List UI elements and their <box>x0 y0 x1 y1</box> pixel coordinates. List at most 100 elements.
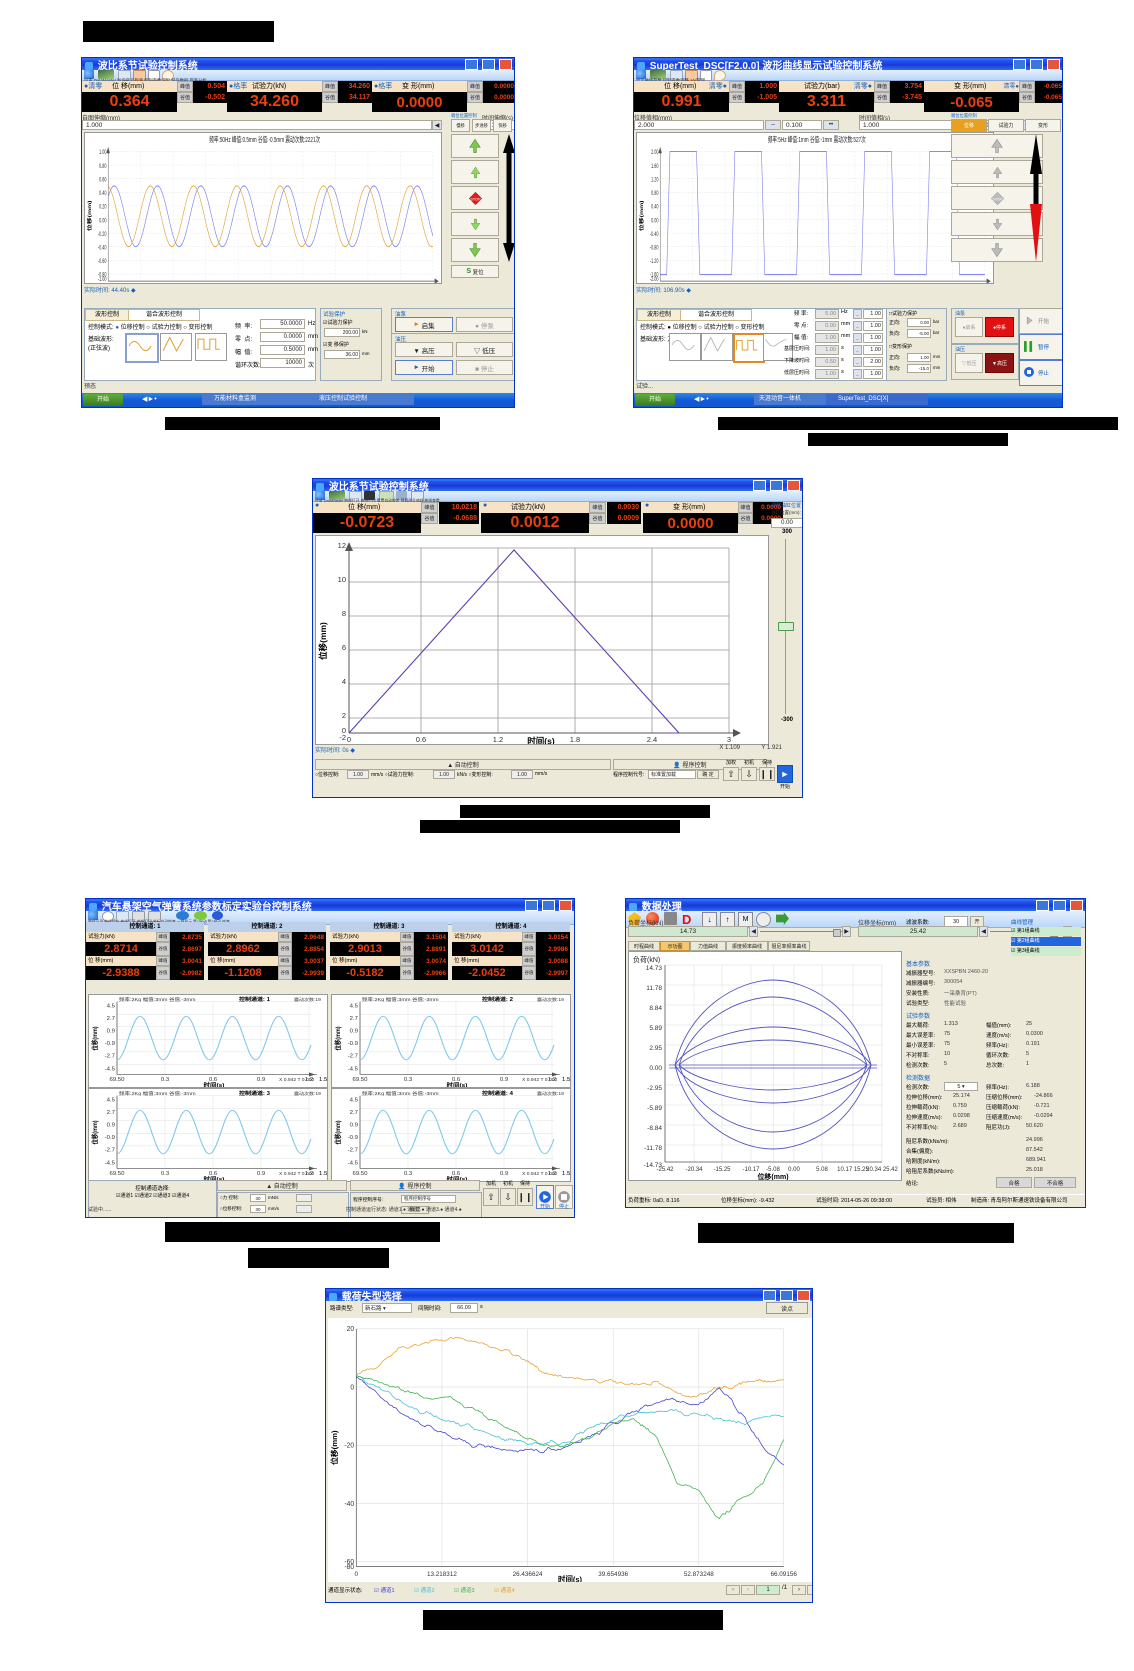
svg-text:13.218312: 13.218312 <box>427 1571 457 1578</box>
svg-text:0.40: 0.40 <box>651 204 658 211</box>
svg-text:X 0.942 T 0.000: X 0.942 T 0.000 <box>522 1078 558 1083</box>
svg-text:5.08: 5.08 <box>816 1167 828 1173</box>
svg-text:-1.00: -1.00 <box>98 276 107 283</box>
svg-text:-0.9: -0.9 <box>348 1136 358 1141</box>
svg-text:-5.89: -5.89 <box>647 1105 662 1112</box>
svg-text:-2.7: -2.7 <box>348 1148 358 1153</box>
svg-text:位移(mm): 位移(mm) <box>333 1120 342 1144</box>
svg-text:-2: -2 <box>339 733 346 742</box>
svg-text:位移(mm): 位移(mm) <box>333 1026 342 1050</box>
svg-text:-5.08: -5.08 <box>766 1167 780 1173</box>
svg-text:0.3: 0.3 <box>404 1172 412 1177</box>
svg-text:0.9: 0.9 <box>500 1078 508 1083</box>
svg-text:X 0.942 T 0.000: X 0.942 T 0.000 <box>522 1172 558 1177</box>
svg-text:X 0.942 T 0.000: X 0.942 T 0.000 <box>279 1078 315 1083</box>
svg-text:-0.80: -0.80 <box>650 245 659 252</box>
svg-text:8.84: 8.84 <box>649 1005 662 1012</box>
svg-text:0.40: 0.40 <box>99 190 106 197</box>
svg-text:2.7: 2.7 <box>350 1016 358 1021</box>
svg-text:-8.84: -8.84 <box>647 1125 662 1132</box>
svg-text:-2.00: -2.00 <box>650 276 659 283</box>
svg-text:1.5: 1.5 <box>319 1078 327 1083</box>
svg-text:14.73: 14.73 <box>646 965 663 972</box>
svg-text:0.6: 0.6 <box>209 1078 217 1083</box>
svg-text:0: 0 <box>347 735 351 744</box>
svg-text:4.5: 4.5 <box>350 1004 358 1009</box>
svg-text:-0.9: -0.9 <box>105 1136 115 1141</box>
svg-text:1.20: 1.20 <box>651 177 658 184</box>
svg-text:0.3: 0.3 <box>404 1078 412 1083</box>
svg-text:-25.42: -25.42 <box>656 1167 674 1173</box>
svg-text:-0.60: -0.60 <box>98 258 107 265</box>
svg-text:0.9: 0.9 <box>257 1078 265 1083</box>
svg-text:-4.5: -4.5 <box>348 1067 358 1072</box>
svg-text:1.00: 1.00 <box>99 149 106 156</box>
svg-text:-0.20: -0.20 <box>98 231 107 238</box>
svg-text:频率:50Hz 峰值:0.5mm 谷值:-0.5mm: 频率:50Hz 峰值:0.5mm 谷值:-0.5mm 震动次数:2221次 <box>209 135 320 145</box>
svg-text:2.95: 2.95 <box>649 1045 662 1052</box>
svg-text:0.9: 0.9 <box>257 1172 265 1177</box>
svg-text:0.00: 0.00 <box>649 1065 662 1072</box>
svg-text:0.80: 0.80 <box>651 190 658 197</box>
svg-text:1.60: 1.60 <box>651 163 658 170</box>
svg-text:0.9: 0.9 <box>500 1172 508 1177</box>
svg-text:-11.78: -11.78 <box>644 1145 662 1152</box>
svg-text:-20.34: -20.34 <box>685 1167 703 1173</box>
svg-text:69.50: 69.50 <box>353 1078 368 1083</box>
svg-text:0.9: 0.9 <box>107 1029 115 1034</box>
svg-text:66.09156: 66.09156 <box>771 1571 798 1578</box>
svg-text:-0.40: -0.40 <box>98 245 107 252</box>
svg-text:3: 3 <box>727 735 731 744</box>
svg-text:10.17 15.25: 10.17 15.25 <box>837 1167 869 1173</box>
svg-text:-0.9: -0.9 <box>348 1042 358 1047</box>
svg-text:20: 20 <box>347 1326 355 1333</box>
svg-text:位移(mm): 位移(mm) <box>318 622 328 660</box>
svg-text:69.50: 69.50 <box>110 1172 125 1177</box>
svg-text:负荷(kN): 负荷(kN) <box>633 955 660 964</box>
svg-text:-2.7: -2.7 <box>105 1054 115 1059</box>
svg-text:时间(s): 时间(s) <box>527 736 555 744</box>
svg-text:12: 12 <box>338 541 346 550</box>
svg-text:0.20: 0.20 <box>99 204 106 211</box>
svg-text:-80: -80 <box>344 1564 354 1571</box>
svg-text:-2.7: -2.7 <box>105 1148 115 1153</box>
svg-text:-0.40: -0.40 <box>650 231 659 238</box>
svg-text:8: 8 <box>342 609 346 618</box>
svg-text:1.8: 1.8 <box>570 735 580 744</box>
svg-text:0.6: 0.6 <box>209 1172 217 1177</box>
svg-text:4.5: 4.5 <box>107 1098 115 1103</box>
svg-text:位移(mm): 位移(mm) <box>90 1120 99 1144</box>
svg-text:0: 0 <box>355 1571 359 1578</box>
svg-text:时间(s): 时间(s) <box>558 1574 582 1582</box>
svg-text:5.89: 5.89 <box>649 1025 662 1032</box>
svg-text:位移(mm): 位移(mm) <box>329 1430 339 1465</box>
svg-text:位移(mm): 位移(mm) <box>86 200 92 231</box>
svg-text:-20: -20 <box>344 1443 354 1450</box>
svg-text:-2.7: -2.7 <box>348 1054 358 1059</box>
svg-text:1.5: 1.5 <box>319 1172 327 1177</box>
svg-text:0.6: 0.6 <box>416 735 426 744</box>
svg-text:2.4: 2.4 <box>647 735 657 744</box>
svg-text:69.50: 69.50 <box>110 1078 125 1083</box>
svg-text:2.00: 2.00 <box>651 149 658 156</box>
svg-text:0.3: 0.3 <box>161 1172 169 1177</box>
svg-text:0.3: 0.3 <box>161 1078 169 1083</box>
svg-text:位移(mm): 位移(mm) <box>757 1172 788 1180</box>
svg-text:位移(mm): 位移(mm) <box>90 1026 99 1050</box>
svg-text:-10.17: -10.17 <box>742 1167 760 1173</box>
svg-text:1.5: 1.5 <box>562 1078 570 1083</box>
svg-text:2: 2 <box>342 711 346 720</box>
svg-text:0.9: 0.9 <box>350 1029 358 1034</box>
svg-text:2.7: 2.7 <box>350 1110 358 1115</box>
svg-text:STOP: STOP <box>992 197 1003 201</box>
svg-text:2.7: 2.7 <box>107 1016 115 1021</box>
svg-text:4: 4 <box>342 677 346 686</box>
svg-text:-0.9: -0.9 <box>105 1042 115 1047</box>
svg-text:69.50: 69.50 <box>353 1172 368 1177</box>
svg-text:-1.20: -1.20 <box>650 258 659 265</box>
svg-text:-2.95: -2.95 <box>647 1085 662 1092</box>
svg-text:0.80: 0.80 <box>99 163 106 170</box>
svg-text:10: 10 <box>338 575 346 584</box>
svg-text:1.2: 1.2 <box>493 735 503 744</box>
svg-text:-15.25: -15.25 <box>713 1167 731 1173</box>
